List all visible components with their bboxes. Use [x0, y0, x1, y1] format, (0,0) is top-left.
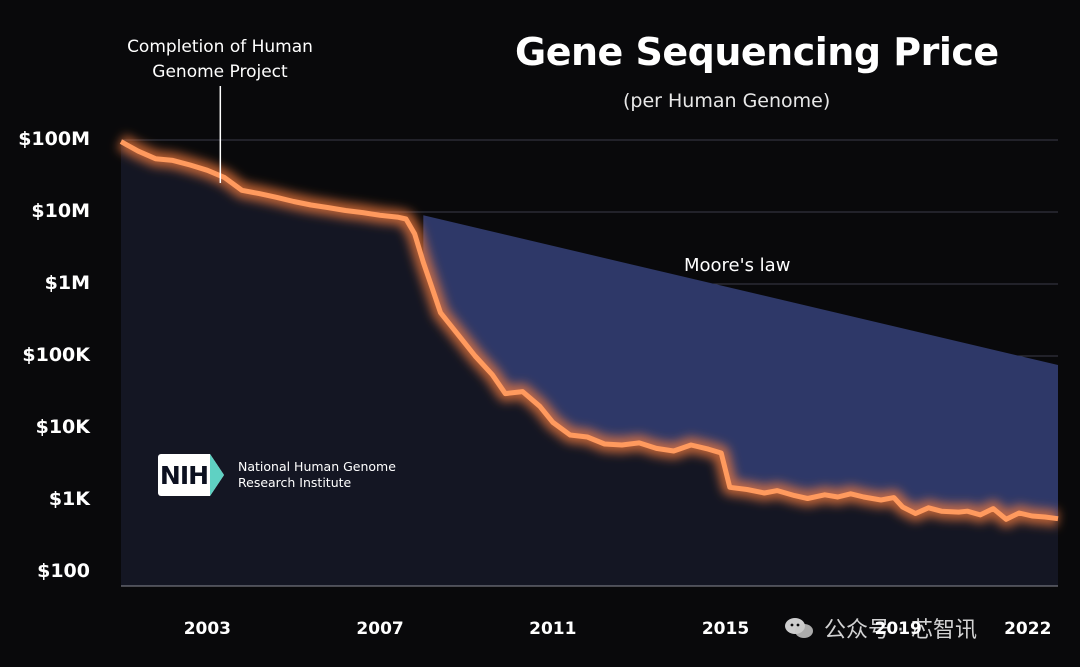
price-data-point: [893, 497, 894, 498]
price-data-point: [423, 262, 424, 263]
annotation-human-genome: Completion of Human Genome Project: [120, 35, 320, 85]
nih-logo-line-1: National Human Genome: [238, 459, 396, 474]
price-data-point: [941, 511, 942, 512]
x-tick-label: 2011: [529, 619, 577, 639]
price-data-point: [656, 448, 657, 449]
moores-law-label: Moore's law: [684, 255, 791, 276]
price-data-point: [837, 497, 838, 498]
watermark: 公众号 · 芯智讯: [784, 612, 977, 644]
price-data-point: [587, 437, 588, 438]
price-data-point: [902, 507, 903, 508]
price-data-point: [414, 233, 415, 234]
price-data-point: [1045, 517, 1046, 518]
price-data-point: [380, 215, 381, 216]
x-tick-label: 2003: [183, 619, 232, 639]
price-data-point: [431, 287, 432, 288]
price-data-point: [824, 494, 825, 495]
price-data-point: [993, 508, 994, 509]
price-line: [119, 139, 1059, 522]
x-tick-label: 2019: [874, 619, 922, 639]
price-data-point: [362, 212, 363, 213]
price-data-point: [863, 497, 864, 498]
price-data-point: [1032, 516, 1033, 517]
x-tick-label: 2007: [356, 619, 404, 639]
y-tick-label: $100M: [18, 128, 90, 150]
chart-title: Gene Sequencing Price: [515, 30, 999, 74]
wechat-icon: [785, 618, 813, 638]
price-data-point: [172, 160, 173, 161]
area-under-price-line: [121, 141, 1058, 586]
y-tick-label: $1M: [44, 272, 90, 294]
price-data-point: [207, 170, 208, 171]
price-data-point: [293, 201, 294, 202]
price-data-point: [224, 177, 225, 178]
moores-law-area: [423, 215, 1058, 520]
x-tick-label: 2015: [701, 619, 750, 639]
price-data-point: [328, 207, 329, 208]
price-data-point: [539, 406, 540, 407]
y-tick-label: $1K: [48, 488, 90, 510]
price-data-point: [967, 511, 968, 512]
price-data-point: [457, 334, 458, 335]
price-data-point: [522, 391, 523, 392]
nih-logo-accent: [210, 454, 224, 496]
price-data-point: [807, 498, 808, 499]
nih-logo: NIH National Human Genome Research Insti…: [158, 454, 396, 496]
price-data-point: [721, 453, 722, 454]
chart-subtitle: (per Human Genome): [623, 90, 831, 112]
price-data-point: [492, 374, 493, 375]
price-data-point: [1058, 518, 1059, 519]
price-data-point: [621, 445, 622, 446]
price-data-point: [604, 444, 605, 445]
price-data-point: [980, 514, 981, 515]
price-data-point: [345, 210, 346, 211]
price-data-point: [747, 489, 748, 490]
y-tick-label: $10K: [35, 416, 90, 438]
watermark-text: 公众号 · 芯智讯: [824, 618, 977, 643]
y-tick-label: $100: [37, 560, 90, 582]
price-data-point: [777, 490, 778, 491]
price-data-point: [691, 445, 692, 446]
nih-logo-line-2: Research Institute: [238, 475, 352, 490]
price-data-point: [406, 219, 407, 220]
price-data-point: [708, 449, 709, 450]
price-data-point: [764, 493, 765, 494]
price-data-point: [155, 158, 156, 159]
price-data-point: [259, 193, 260, 194]
y-tick-label: $100K: [22, 344, 90, 366]
price-data-point: [475, 356, 476, 357]
price-data-point: [850, 493, 851, 494]
price-data-point: [1019, 513, 1020, 514]
price-data-point: [121, 141, 122, 142]
annotation-line-2: Genome Project: [152, 62, 288, 82]
price-data-point: [915, 513, 916, 514]
annotation-line-1: Completion of Human: [127, 37, 313, 57]
price-data-point: [673, 451, 674, 452]
price-data-point: [138, 151, 139, 152]
price-data-point: [311, 205, 312, 206]
price-data-point: [505, 393, 506, 394]
price-data-point: [190, 165, 191, 166]
price-data-point: [881, 500, 882, 501]
price-data-point: [639, 442, 640, 443]
price-data-point: [570, 435, 571, 436]
x-tick-label: 2022: [1004, 619, 1052, 639]
nih-logo-mark: NIH: [158, 454, 210, 496]
price-data-point: [958, 512, 959, 513]
price-data-point: [552, 422, 553, 423]
price-data-point: [928, 507, 929, 508]
price-data-point: [440, 312, 441, 313]
price-data-point: [276, 197, 277, 198]
price-data-point: [729, 487, 730, 488]
y-tick-label: $10M: [31, 200, 90, 222]
price-data-point: [794, 495, 795, 496]
nih-logo-text: National Human Genome Research Institute: [238, 459, 396, 491]
price-data-point: [241, 190, 242, 191]
price-data-point: [1006, 519, 1007, 520]
price-data-point: [397, 217, 398, 218]
